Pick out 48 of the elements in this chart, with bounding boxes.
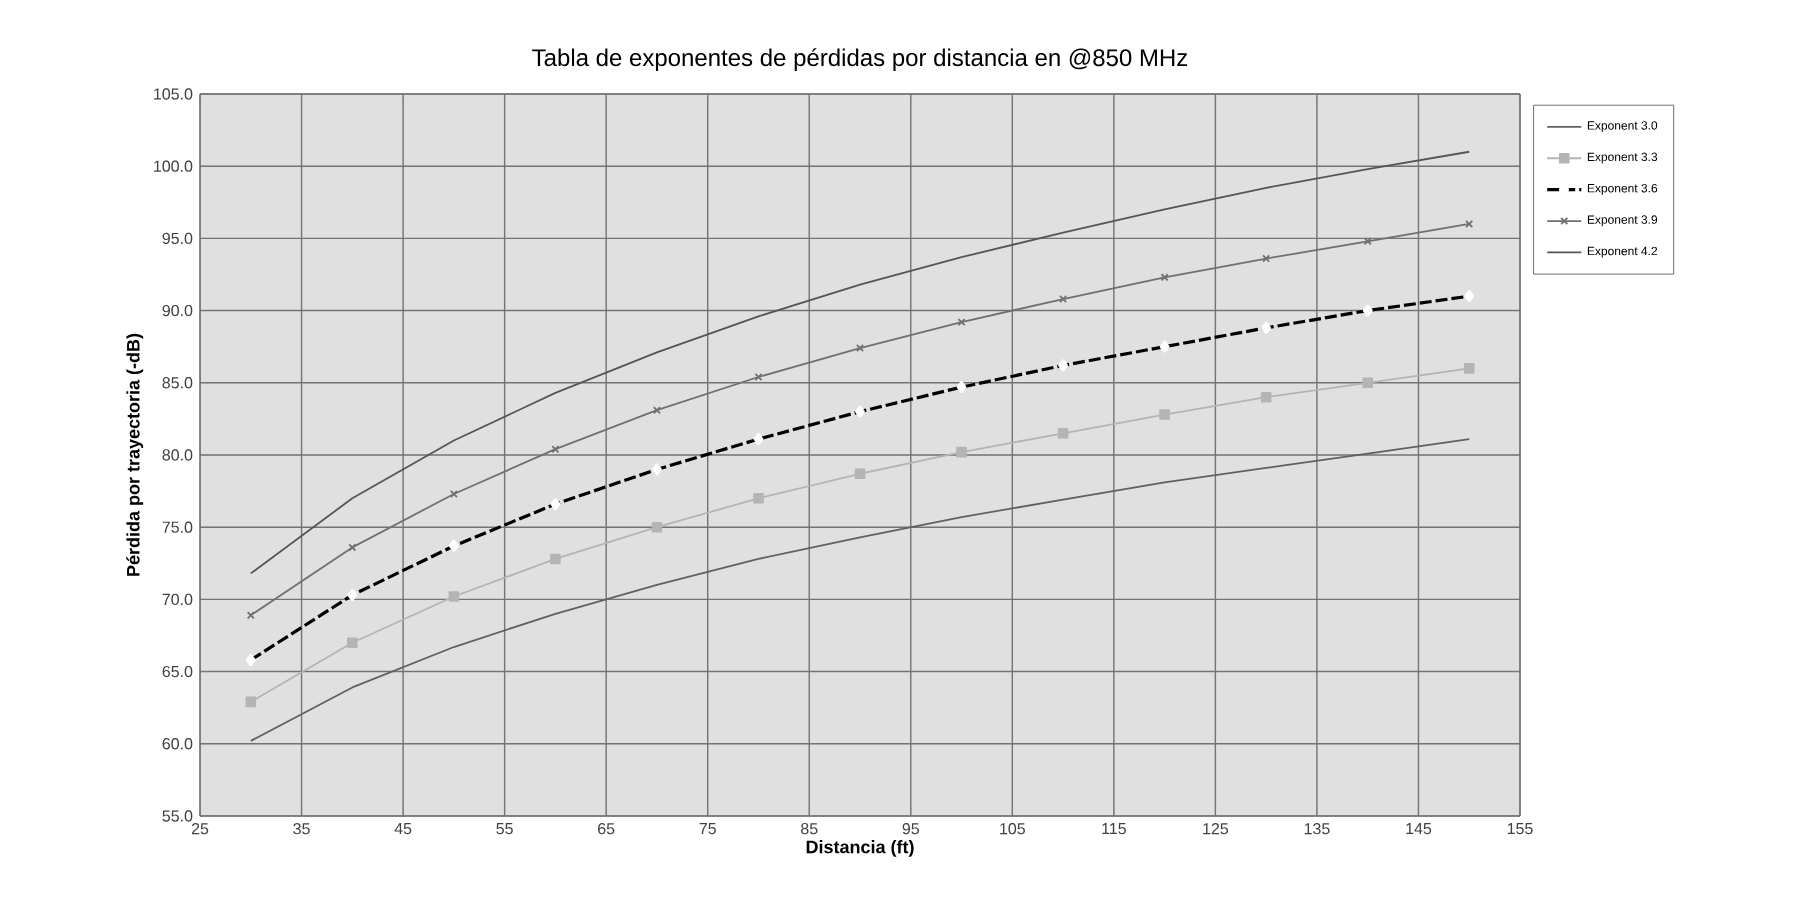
y-tick-label: 90.0 (162, 304, 193, 317)
x-tick-label: 85 (801, 823, 818, 835)
x-tick-label: 125 (1203, 823, 1229, 835)
x-tick-label: 115 (1102, 823, 1126, 835)
y-tick-label: 100.0 (154, 160, 193, 172)
y-tick-label: 60.0 (162, 738, 193, 750)
y-tick-label: 85.0 (162, 377, 193, 389)
x-axis-title: Distancia (ft) (806, 840, 914, 857)
x-tick-label: 75 (699, 823, 716, 835)
point (347, 637, 358, 648)
x-tick-label: 35 (293, 823, 310, 835)
chart-title: Tabla de exponentes de pérdidas por distancia en @850 MHz (532, 48, 1188, 71)
x-tick-label: 55 (496, 823, 513, 835)
point (652, 406, 661, 415)
point (449, 489, 458, 498)
point (651, 521, 663, 533)
x-tick-label: 155 (1507, 823, 1533, 835)
x-tick-label: 145 (1406, 823, 1432, 835)
point (448, 591, 460, 602)
point (1160, 273, 1169, 282)
y-tick-label: 65.0 (162, 665, 193, 678)
point (245, 696, 257, 708)
y-tick-label: 75.0 (162, 521, 193, 533)
point (1057, 428, 1069, 439)
y-tick-label: 55.0 (162, 810, 193, 822)
y-axis-title: Pérdida por trayectoria (-dB) (126, 333, 144, 576)
point (753, 493, 764, 504)
y-tick-label: 95.0 (162, 232, 193, 245)
point (1159, 409, 1170, 420)
x-tick-label: 95 (902, 823, 919, 835)
y-tick-label: 80.0 (162, 449, 193, 461)
y-tick-label: 70.0 (162, 593, 193, 606)
point (856, 344, 865, 353)
x-tick-label: 105 (1000, 823, 1025, 835)
line-series (249, 438, 1471, 742)
line-series (249, 150, 1471, 575)
point (1260, 391, 1272, 403)
point (854, 468, 866, 480)
point (1059, 295, 1068, 304)
point (550, 553, 561, 565)
point (1362, 377, 1373, 389)
x-tick-label: 45 (394, 823, 412, 835)
x-tick-label: 25 (191, 823, 209, 835)
point (1463, 363, 1475, 374)
x-tick-label: 65 (598, 823, 615, 835)
x-tick-label: 135 (1304, 823, 1330, 835)
point (956, 446, 967, 458)
y-tick-label: 105.0 (154, 88, 193, 100)
